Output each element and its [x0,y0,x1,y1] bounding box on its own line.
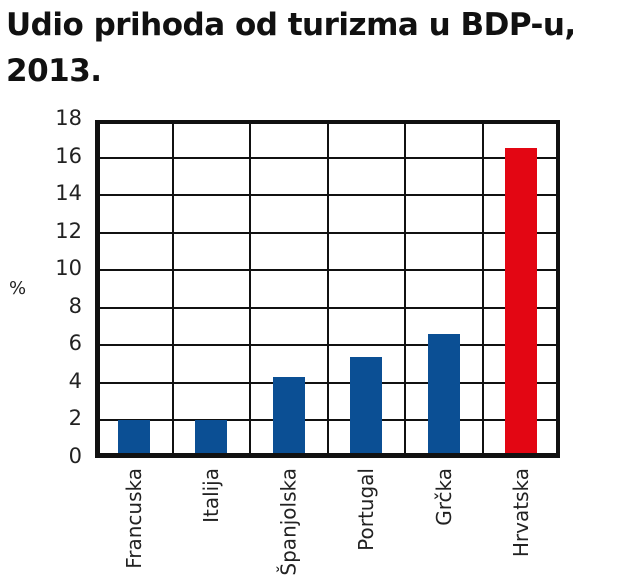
y-axis-label: % [9,278,27,299]
y-tick-label: 0 [68,444,82,468]
y-tick-label: 14 [55,181,82,206]
gridline-vertical [171,120,174,458]
plot-area [95,120,560,458]
bar-hrvatska [505,148,538,458]
y-tick-label: 6 [68,331,82,356]
y-tick-label: 4 [68,368,82,393]
bar-grčka [427,334,460,458]
gridline-vertical [481,120,484,458]
gridline-vertical [326,120,329,458]
bar-portugal [350,356,383,458]
y-tick-label: 10 [55,256,82,281]
y-tick-label: 12 [55,218,82,243]
gridline-vertical [404,120,406,458]
y-tick-label: 16 [55,143,82,168]
y-tick-label: 8 [68,293,82,318]
bar-španjolska [272,377,305,458]
bar-francuska [117,420,150,458]
gridline-vertical [249,120,251,458]
y-tick-label: 2 [68,406,82,431]
chart-title: Udio prihoda od turizma u BDP-u, 2013. [6,7,576,89]
bar-italija [195,420,228,458]
y-tick-label: 18 [55,106,82,130]
